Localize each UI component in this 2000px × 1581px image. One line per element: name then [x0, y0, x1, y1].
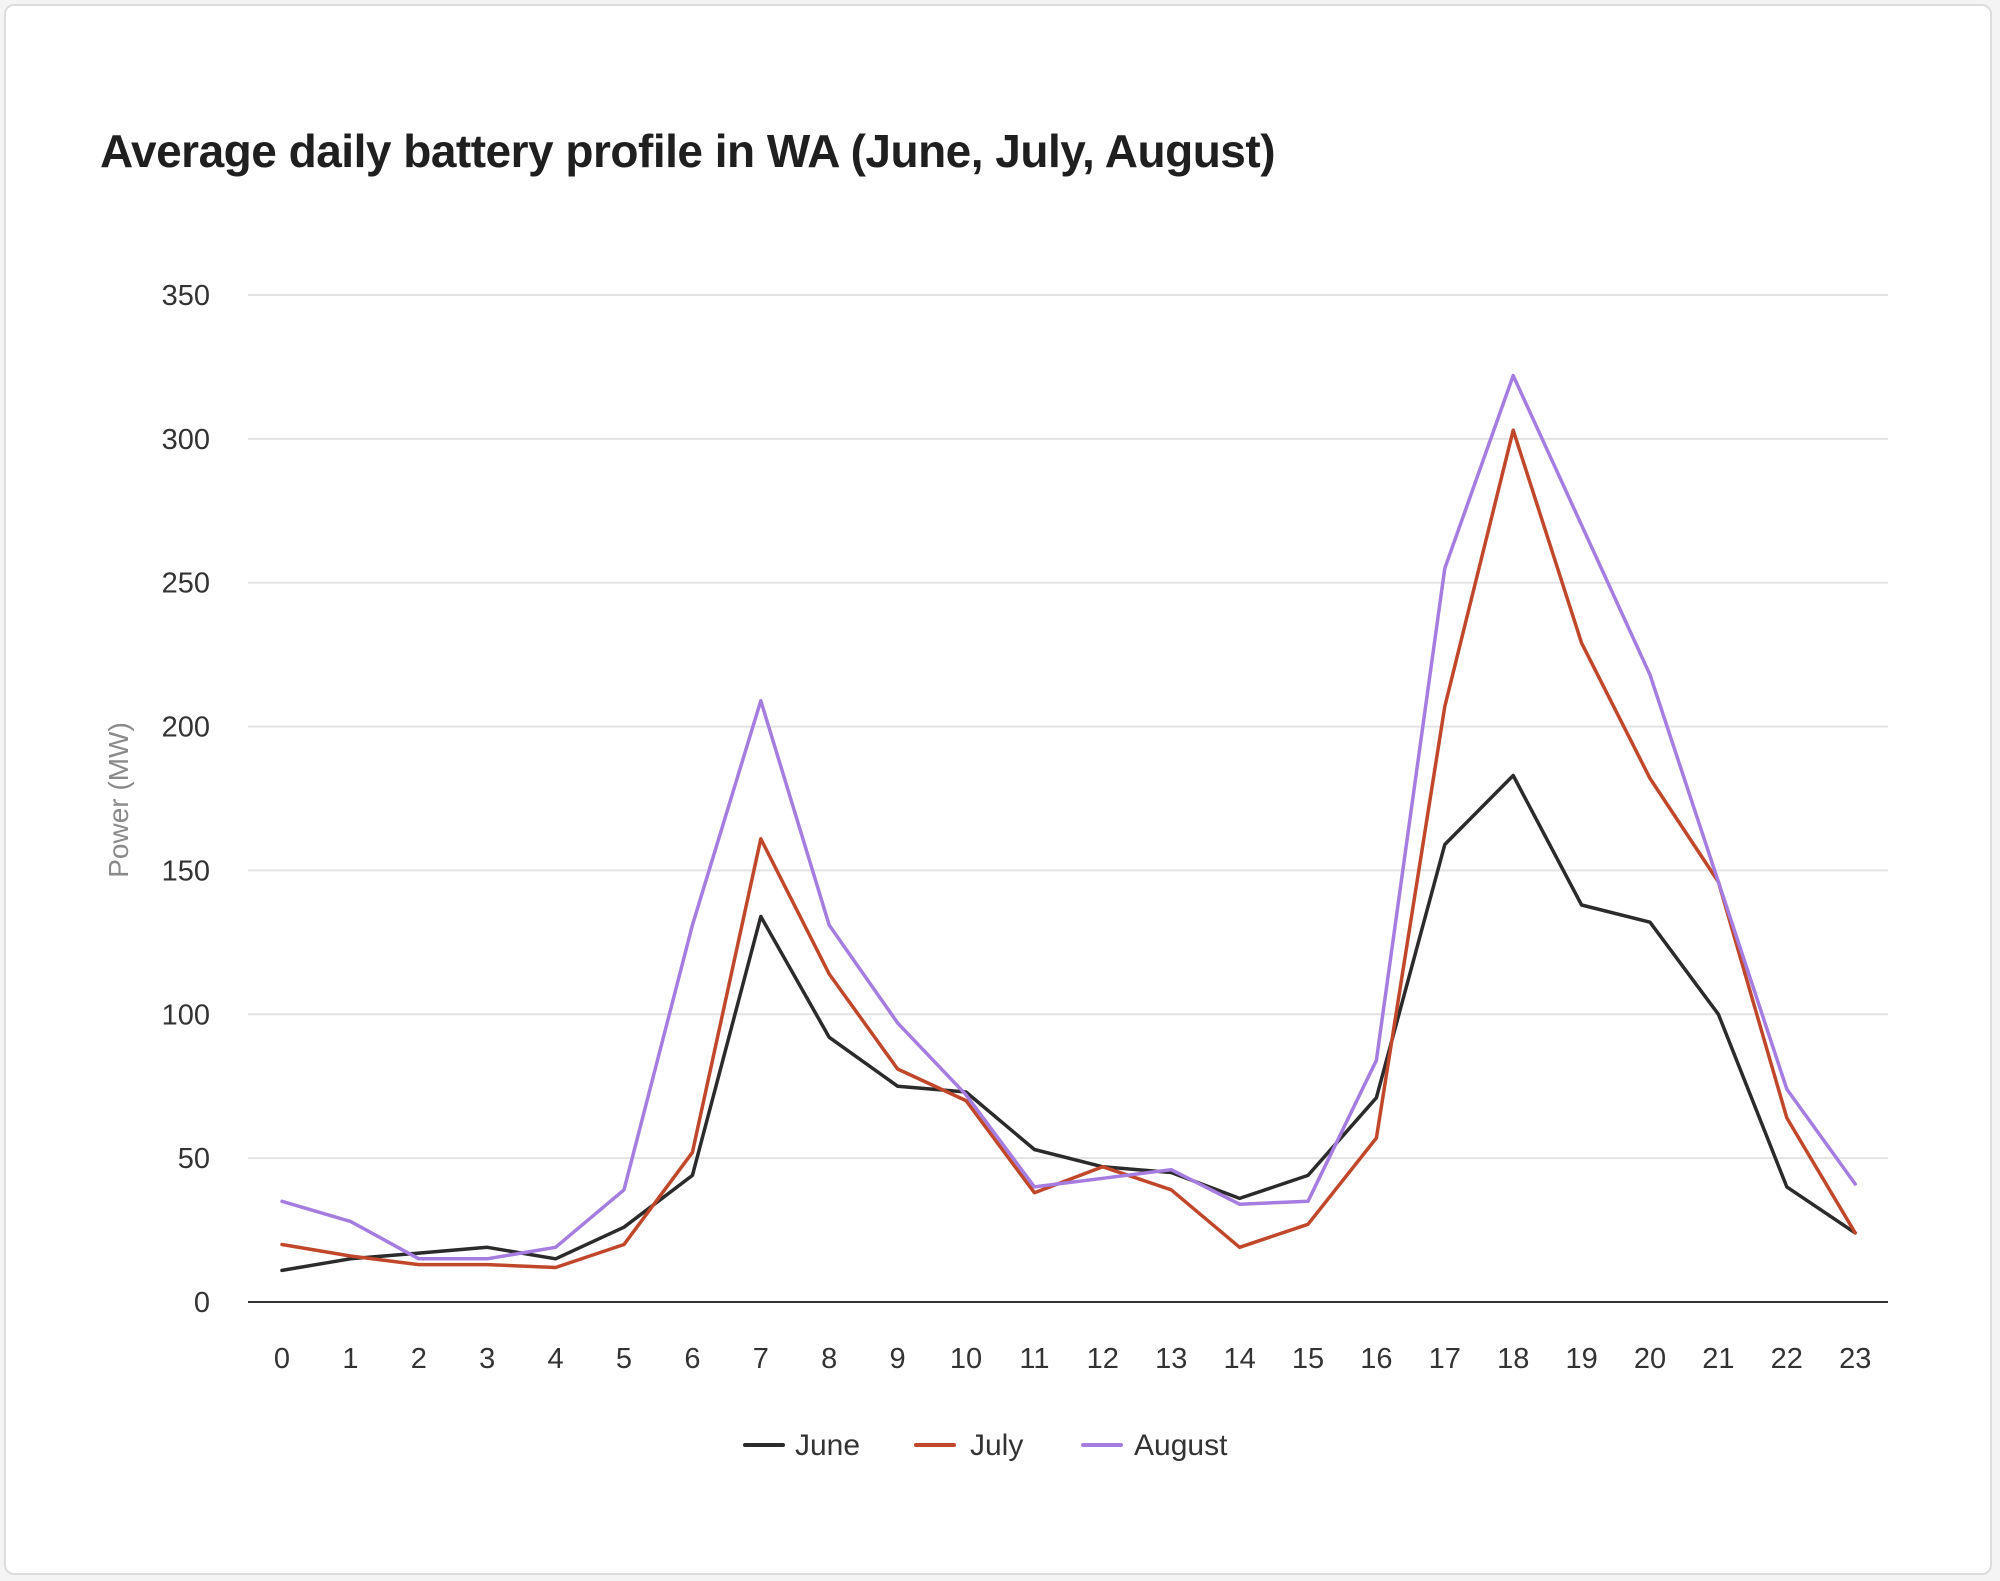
x-tick-label: 11: [1019, 1343, 1049, 1375]
x-tick-label: 5: [616, 1343, 632, 1375]
x-tick-label: 6: [684, 1343, 700, 1375]
y-tick-label: 250: [162, 568, 210, 600]
y-tick-label: 300: [162, 424, 210, 456]
chart-card: Average daily battery profile in WA (Jun…: [4, 4, 1992, 1575]
legend-label: August: [1134, 1429, 1228, 1462]
x-tick-label: 3: [479, 1343, 495, 1375]
series-line-august: [280, 373, 1857, 1261]
x-tick-label: 0: [274, 1343, 290, 1375]
y-tick-label: 100: [162, 999, 210, 1031]
x-tick-label: 10: [950, 1343, 982, 1375]
x-tick-label: 8: [821, 1343, 837, 1375]
x-tick-label: 7: [753, 1343, 769, 1375]
y-tick-label: 350: [162, 280, 210, 312]
x-tick-label: 14: [1223, 1343, 1255, 1375]
x-tick-label: 21: [1702, 1343, 1734, 1375]
x-tick-label: 22: [1771, 1343, 1803, 1375]
x-tick-label: 13: [1155, 1343, 1187, 1375]
legend-item-august: August: [1081, 1429, 1228, 1462]
x-tick-label: 1: [342, 1343, 358, 1375]
series-line-july: [280, 428, 1857, 1270]
x-tick-label: 15: [1292, 1343, 1324, 1375]
series-line-june: [280, 773, 1857, 1273]
x-tick-label: 9: [890, 1343, 906, 1375]
x-tick-label: 16: [1360, 1343, 1392, 1375]
legend-label: July: [970, 1429, 1023, 1462]
chart-title: Average daily battery profile in WA (Jun…: [100, 125, 1276, 177]
x-tick-label: 18: [1497, 1343, 1529, 1375]
y-tick-label: 50: [178, 1143, 210, 1175]
x-tick-label: 17: [1429, 1343, 1461, 1375]
y-tick-label: 150: [162, 855, 210, 887]
legend-item-july: July: [914, 1429, 1023, 1462]
x-tick-label: 12: [1087, 1343, 1119, 1375]
x-tick-label: 23: [1839, 1343, 1871, 1375]
legend-label: June: [795, 1429, 860, 1462]
y-tick-label: 0: [194, 1287, 210, 1319]
y-axis-title: Power (MW): [103, 722, 134, 878]
x-tick-label: 20: [1634, 1343, 1666, 1375]
legend-item-june: June: [743, 1429, 860, 1462]
x-tick-label: 2: [411, 1343, 427, 1375]
x-tick-label: 4: [548, 1343, 564, 1375]
x-tick-label: 19: [1565, 1343, 1597, 1375]
y-tick-label: 200: [162, 712, 210, 744]
